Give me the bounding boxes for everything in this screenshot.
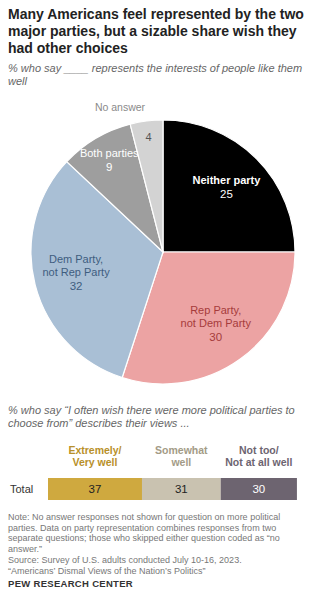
subtitle: % who say “I often wish there were more …	[8, 404, 304, 430]
data-label: 37	[89, 483, 102, 495]
data-label: 4	[145, 131, 151, 143]
bar-segment	[142, 478, 221, 500]
tick-label: Total	[10, 483, 33, 495]
subtitle: % who say ____ represents the interests …	[8, 62, 304, 88]
data-label: 31	[175, 483, 188, 495]
slice-name: Dem Party,not Rep Party	[42, 253, 110, 278]
footer: Note: No answer responses not shown for …	[8, 512, 304, 590]
source: “Americans’ Dismal Views of the Nation’s…	[8, 566, 304, 577]
pie-slice	[163, 120, 295, 252]
text-line: Rep Party,	[190, 304, 241, 316]
text-line: Somewhat	[155, 444, 208, 456]
data-label: 32	[70, 280, 83, 292]
pie-slice	[130, 120, 163, 252]
note: Note: No answer responses not shown for …	[8, 512, 304, 554]
chart: Neither party 25 Rep Party,not Dem Party 30…	[0, 0, 310, 601]
slice-name: Rep Party,not Dem Party	[181, 304, 252, 329]
text-line: not Rep Party	[42, 266, 110, 278]
legend-entry: Somewhatwell	[155, 444, 208, 468]
source: Source: Survey of U.S. adults conducted …	[8, 555, 304, 566]
pie	[31, 120, 295, 384]
data-label: 9	[106, 161, 112, 173]
text-line: Both parties	[80, 147, 139, 159]
slice-name: Both parties	[80, 147, 139, 159]
slice-name: No answer	[95, 101, 146, 113]
text-line: Not at all well	[225, 456, 292, 468]
credit: PEW RESEARCH CENTER	[8, 579, 304, 590]
data-label: 30	[252, 483, 265, 495]
bar-segment	[221, 478, 297, 500]
text-line: well	[170, 456, 191, 468]
legend-entry: Extremely/Very well	[68, 444, 121, 468]
source-block: Source: Survey of U.S. adults conducted …	[8, 555, 304, 576]
data-label: 30	[209, 331, 222, 343]
bar-labels: Total 37 Extremely/Very well 31 Somewhatwell…	[10, 444, 292, 495]
pie-labels: Neither party 25 Rep Party,not Dem Party 30…	[42, 101, 261, 343]
text-line: Extremely/	[68, 444, 121, 456]
text-line: Neither party	[193, 174, 262, 186]
slice-name: Neither party	[193, 174, 262, 186]
text-line: not Dem Party	[181, 317, 252, 329]
text-line: Dem Party,	[49, 253, 103, 265]
text-line: Not too/	[239, 444, 279, 456]
text-line: Very well	[73, 456, 118, 468]
bar-segment	[48, 478, 142, 500]
title: Many Americans feel represented by the t…	[8, 6, 304, 57]
bars	[48, 478, 297, 500]
data-label: 25	[220, 188, 233, 200]
legend-entry: Not too/Not at all well	[225, 444, 292, 468]
